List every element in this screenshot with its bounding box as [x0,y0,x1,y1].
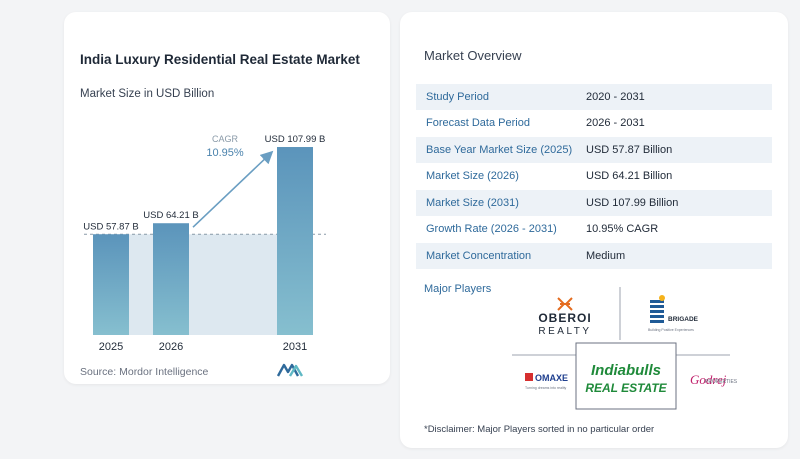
row-value: USD 107.99 Billion [586,196,679,209]
bar-2025 [93,234,129,335]
source-note: Source: Mordor Intelligence [80,366,209,378]
cagr-label: CAGR [212,134,239,144]
chart-title: India Luxury Residential Real Estate Mar… [80,52,360,67]
chart-subtitle: Market Size in USD Billion [80,88,215,100]
row-label: Market Size (2026) [426,170,519,183]
cagr-arrow [192,150,274,228]
data-label-2026: USD 64.21 B [143,210,198,221]
disclaimer: *Disclaimer: Major Players sorted in no … [424,424,655,435]
row-value: USD 57.87 Billion [586,143,673,156]
overview-row-size-2031: Market Size (2031) USD 107.99 Billion [416,190,772,217]
bar-chart: USD 57.87 B 2025 USD 64.21 B 2026 USD 107.99… [83,134,326,353]
overview-row-base-year: Base Year Market Size (2025) USD 57.87 B… [416,137,772,164]
row-value: USD 64.21 Billion [586,170,673,183]
baseline-band [93,234,313,335]
row-value: 2026 - 2031 [586,117,645,130]
bar-2031 [277,147,313,335]
overview-row-concentration: Market Concentration Medium [416,243,772,270]
row-label: Growth Rate (2026 - 2031) [426,223,557,236]
cagr-value: 10.95% [206,147,244,159]
data-label-2025: USD 57.87 B [83,221,138,232]
row-value: 2020 - 2031 [586,90,645,103]
overview-title: Market Overview [424,48,522,63]
row-label: Study Period [426,90,489,103]
row-label: Forecast Data Period [426,117,530,130]
overview-row-forecast-period: Forecast Data Period 2026 - 2031 [416,110,772,137]
overview-row-study-period: Study Period 2020 - 2031 [416,84,772,111]
tick-label-2025: 2025 [99,341,123,353]
major-players-title: Major Players [424,283,492,295]
row-value: 10.95% CAGR [586,223,659,236]
row-label: Market Size (2031) [426,196,519,209]
data-label-2031: USD 107.99 B [265,134,326,145]
row-label: Market Concentration [426,249,532,262]
row-label: Base Year Market Size (2025) [426,143,573,156]
overview-row-size-2026: Market Size (2026) USD 64.21 Billion [416,163,772,190]
bar-2026 [153,223,189,335]
mordor-logo-icon [276,363,304,377]
row-value: Medium [586,249,626,262]
overview-row-growth-rate: Growth Rate (2026 - 2031) 10.95% CAGR [416,216,772,243]
tick-label-2026: 2026 [159,341,183,353]
tick-label-2031: 2031 [283,341,307,353]
overview-table: Study Period 2020 - 2031 Forecast Data P… [416,84,772,270]
